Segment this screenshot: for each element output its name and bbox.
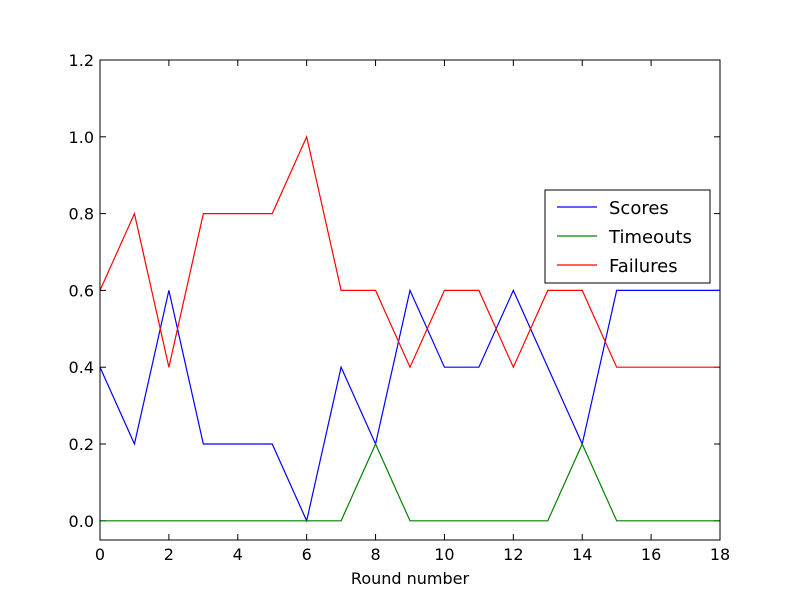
x-tick-label: 6 bbox=[302, 545, 312, 564]
legend: Scores Timeouts Failures bbox=[544, 189, 711, 284]
x-tick-label: 8 bbox=[370, 545, 380, 564]
x-tick-label: 10 bbox=[434, 545, 454, 564]
y-tick-label: 1.0 bbox=[69, 128, 94, 147]
y-tick-label: 0.2 bbox=[69, 435, 94, 454]
series-line-timeouts bbox=[100, 442, 720, 522]
tick-layer: 0 2 4 6 8 10 12 14 16 18 0.0 0.2 0.4 0.6 0.8 1.0 1.2 bbox=[69, 51, 731, 564]
x-axis-title: Round number bbox=[351, 569, 470, 588]
y-tick-label: 0.8 bbox=[69, 205, 94, 224]
y-tick-label: 0.6 bbox=[69, 281, 94, 300]
x-tick-label: 14 bbox=[572, 545, 592, 564]
y-tick-label: 1.2 bbox=[69, 51, 94, 70]
y-tick-label: 0.4 bbox=[69, 358, 94, 377]
series-line-failures bbox=[99, 134, 720, 369]
legend-label-timeouts: Timeouts bbox=[608, 227, 692, 248]
legend-label-failures: Failures bbox=[609, 256, 678, 277]
plot-frame bbox=[99, 59, 721, 541]
legend-label-scores: Scores bbox=[609, 198, 669, 219]
series-layer bbox=[99, 134, 720, 523]
x-tick-label: 2 bbox=[164, 545, 174, 564]
x-tick-label: 4 bbox=[233, 545, 243, 564]
x-tick-label: 0 bbox=[95, 545, 105, 564]
x-tick-label: 16 bbox=[641, 545, 661, 564]
series-line-scores bbox=[99, 288, 720, 523]
x-tick-label: 12 bbox=[503, 545, 523, 564]
x-tick-label: 18 bbox=[710, 545, 730, 564]
y-tick-label: 0.0 bbox=[69, 512, 94, 531]
